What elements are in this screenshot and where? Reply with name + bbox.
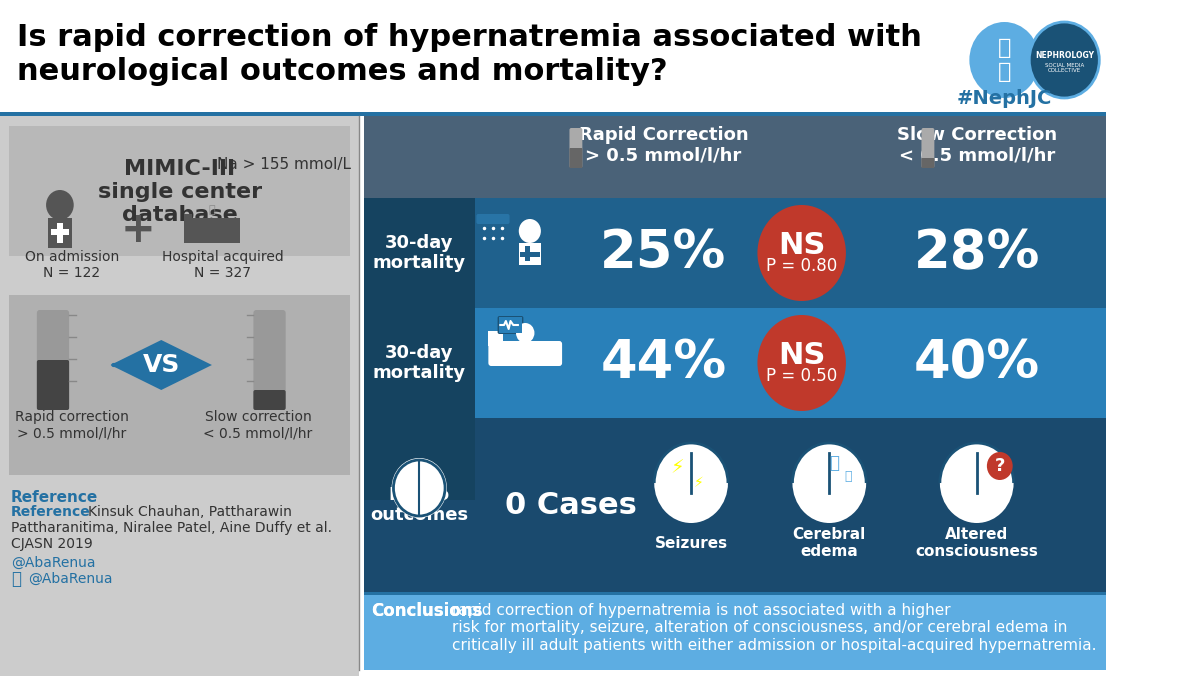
Text: Hospital acquired
N = 327: Hospital acquired N = 327 <box>162 250 284 280</box>
Bar <box>10 295 350 475</box>
FancyBboxPatch shape <box>37 310 70 410</box>
Text: P = 0.80: P = 0.80 <box>766 257 838 275</box>
Bar <box>499 317 522 333</box>
Text: 🫘
🫘: 🫘 🫘 <box>997 39 1012 82</box>
FancyBboxPatch shape <box>922 158 935 168</box>
Text: Kinsuk Chauhan, Pattharawin: Kinsuk Chauhan, Pattharawin <box>88 505 292 519</box>
Text: On admission
N = 122: On admission N = 122 <box>25 250 119 280</box>
Bar <box>185 218 240 243</box>
Text: MIMIC-III
single center
database: MIMIC-III single center database <box>97 159 262 225</box>
Bar <box>364 116 1105 198</box>
Bar <box>526 246 530 261</box>
Text: Conclusions: Conclusions <box>371 602 482 620</box>
Text: Slow correction
< 0.5 mmol/l/hr: Slow correction < 0.5 mmol/l/hr <box>203 410 313 440</box>
FancyBboxPatch shape <box>37 360 70 410</box>
Circle shape <box>1030 22 1099 98</box>
FancyBboxPatch shape <box>498 316 523 334</box>
Bar <box>0 116 359 676</box>
Text: ?: ? <box>995 457 1004 475</box>
Text: 0 Cases: 0 Cases <box>505 491 637 519</box>
FancyBboxPatch shape <box>253 390 286 410</box>
Text: Na > 155 mmol/L: Na > 155 mmol/L <box>216 158 350 172</box>
Text: Seizures: Seizures <box>654 535 727 550</box>
Circle shape <box>391 458 446 518</box>
Text: @AbaRenua: @AbaRenua <box>11 556 96 570</box>
Bar <box>488 331 503 346</box>
Text: @AbaRenua: @AbaRenua <box>28 572 112 586</box>
Bar <box>520 252 540 257</box>
Text: Reference: Reference <box>11 490 98 505</box>
Circle shape <box>970 22 1039 98</box>
Bar <box>185 214 192 226</box>
Text: #NephJC: #NephJC <box>956 89 1052 107</box>
Text: ⬜: ⬜ <box>209 205 215 215</box>
Text: Reference: Reference <box>11 505 91 519</box>
Text: Cerebral
edema: Cerebral edema <box>793 527 866 559</box>
Text: NEPHROLOGY: NEPHROLOGY <box>1034 51 1093 59</box>
FancyBboxPatch shape <box>253 310 286 410</box>
FancyBboxPatch shape <box>922 128 935 168</box>
Text: +: + <box>121 209 156 251</box>
Text: 30-day
mortality: 30-day mortality <box>373 234 466 272</box>
Text: ⚡: ⚡ <box>694 476 703 490</box>
Circle shape <box>394 460 445 516</box>
Text: ⚡: ⚡ <box>671 458 684 477</box>
Text: SOCIAL MEDIA
COLLECTIVE: SOCIAL MEDIA COLLECTIVE <box>1045 63 1084 74</box>
Bar <box>364 198 474 500</box>
Text: neurological outcomes and mortality?: neurological outcomes and mortality? <box>17 57 667 87</box>
Text: 30-day
mortality: 30-day mortality <box>373 343 466 383</box>
Polygon shape <box>110 340 212 390</box>
Text: VS: VS <box>143 353 180 377</box>
FancyBboxPatch shape <box>570 148 582 168</box>
Circle shape <box>518 219 541 243</box>
Bar <box>364 592 1105 670</box>
Text: Rapid correction
> 0.5 mmol/l/hr: Rapid correction > 0.5 mmol/l/hr <box>14 410 128 440</box>
Text: Rapid Correction
> 0.5 mmol/l/hr: Rapid Correction > 0.5 mmol/l/hr <box>578 126 749 164</box>
Circle shape <box>757 205 846 301</box>
Text: 28%: 28% <box>913 227 1040 279</box>
Bar <box>364 198 1105 308</box>
Circle shape <box>516 323 534 343</box>
Text: CJASN 2019: CJASN 2019 <box>11 537 92 551</box>
Text: 25%: 25% <box>600 227 726 279</box>
Text: Is rapid correction of hypernatremia associated with: Is rapid correction of hypernatremia ass… <box>17 24 922 53</box>
Text: 40%: 40% <box>913 337 1040 389</box>
Circle shape <box>757 315 846 411</box>
Bar <box>364 116 1105 592</box>
FancyBboxPatch shape <box>476 214 510 250</box>
Bar <box>518 243 541 265</box>
Circle shape <box>46 190 73 220</box>
Text: NS: NS <box>778 231 826 260</box>
Bar <box>364 308 1105 418</box>
Circle shape <box>792 443 866 523</box>
Text: Pattharanitima, Niralee Patel, Aine Duffy et al.: Pattharanitima, Niralee Patel, Aine Duff… <box>11 521 332 535</box>
Text: 44%: 44% <box>600 337 726 389</box>
Text: Altered
consciousness: Altered consciousness <box>916 527 1038 559</box>
Text: rapid correction of hypernatremia is not associated with a higher
risk for morta: rapid correction of hypernatremia is not… <box>451 603 1096 653</box>
FancyBboxPatch shape <box>570 128 582 168</box>
Bar <box>364 418 1105 592</box>
Bar <box>364 592 1105 595</box>
Text: 💧: 💧 <box>829 454 839 472</box>
Text: NS: NS <box>778 341 826 370</box>
Bar <box>58 223 62 243</box>
Bar <box>50 229 70 235</box>
FancyBboxPatch shape <box>488 341 562 366</box>
Bar <box>48 218 72 248</box>
Circle shape <box>654 443 728 523</box>
FancyBboxPatch shape <box>476 214 510 224</box>
Text: 🐦: 🐦 <box>11 570 22 588</box>
Text: Conclusions: Conclusions <box>371 602 482 620</box>
Bar <box>0 0 1105 118</box>
Text: Slow Correction
< 0.5 mmol/l/hr: Slow Correction < 0.5 mmol/l/hr <box>896 126 1057 164</box>
Circle shape <box>940 443 1014 523</box>
Text: Neuro
outcomes: Neuro outcomes <box>371 485 468 525</box>
Bar <box>10 126 350 256</box>
Bar <box>0 112 1105 116</box>
Text: P = 0.50: P = 0.50 <box>766 367 838 385</box>
Circle shape <box>986 452 1013 480</box>
Text: 💧: 💧 <box>844 470 852 483</box>
